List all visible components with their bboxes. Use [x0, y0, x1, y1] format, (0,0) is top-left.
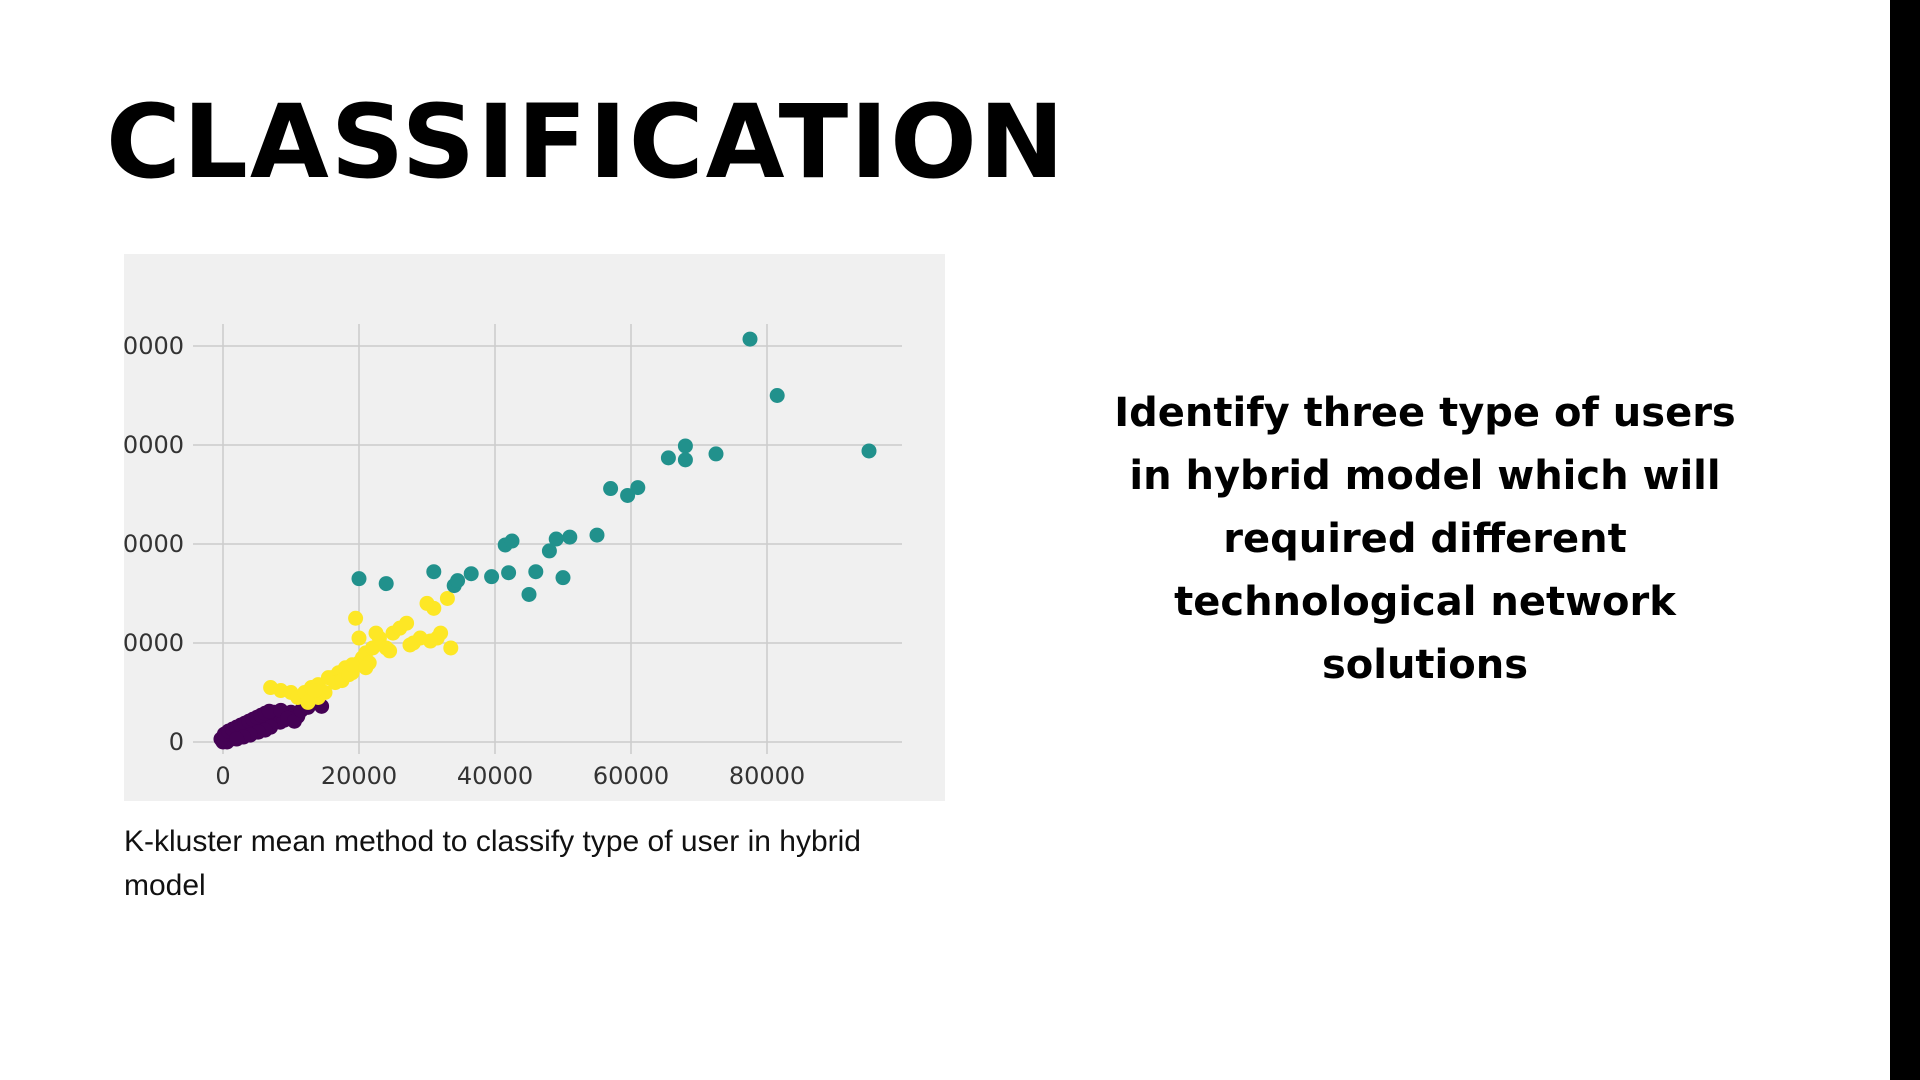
scatter-point: [708, 446, 724, 462]
scatter-point: [368, 625, 384, 641]
y-tick-label: 0: [169, 728, 184, 756]
scatter-point: [555, 570, 571, 586]
scatter-point: [677, 452, 693, 468]
x-tick-label: 80000: [729, 762, 805, 790]
x-tick-label: 40000: [457, 762, 533, 790]
scatter-point: [433, 625, 449, 641]
scatter-point: [300, 694, 316, 710]
scatter-point: [382, 643, 398, 659]
scatter-point: [351, 630, 367, 646]
scatter-point: [229, 731, 245, 747]
scatter-point: [562, 529, 578, 545]
x-tick-label: 0: [215, 762, 230, 790]
slide-description: Identify three type of users in hybrid m…: [1114, 390, 1736, 688]
scatter-point: [589, 527, 605, 543]
grid-lines: [193, 324, 902, 754]
scatter-point: [351, 571, 367, 587]
scatter-point: [426, 564, 442, 580]
data-points: [213, 331, 877, 750]
scatter-chart: 0 20000 40000 60000 80000 0 0000 0000 0000 0000: [124, 254, 945, 801]
scatter-point: [660, 450, 676, 466]
scatter-point: [463, 566, 479, 582]
scatter-point: [286, 713, 302, 729]
y-tick-label: 0000: [124, 530, 184, 558]
scatter-point: [620, 487, 636, 503]
scatter-point: [399, 615, 415, 631]
y-tick-label: 0000: [124, 332, 184, 360]
scatter-point: [630, 480, 646, 496]
scatter-point: [443, 640, 459, 656]
scatter-point: [603, 481, 619, 497]
scatter-point: [402, 637, 418, 653]
scatter-point: [484, 569, 500, 585]
scatter-point: [521, 586, 537, 602]
scatter-point: [307, 683, 323, 699]
scatter-point: [439, 590, 455, 606]
right-edge-bar: [1890, 0, 1920, 1080]
y-tick-label: 0000: [124, 431, 184, 459]
scatter-point: [358, 660, 374, 676]
scatter-point: [344, 657, 360, 673]
scatter-point: [541, 543, 557, 559]
scatter-point: [861, 443, 877, 459]
scatter-point: [426, 600, 442, 616]
scatter-point: [742, 331, 758, 347]
y-tick-label: 0000: [124, 629, 184, 657]
scatter-point: [422, 633, 438, 649]
scatter-point: [677, 438, 693, 454]
scatter-point: [504, 533, 520, 549]
chart-caption: K-kluster mean method to classify type o…: [124, 825, 861, 902]
slide-title: CLASSIFICATION: [106, 83, 1067, 202]
scatter-point: [528, 564, 544, 580]
scatter-point: [548, 531, 564, 547]
scatter-point: [378, 576, 394, 592]
scatter-point: [348, 610, 364, 626]
x-tick-label: 20000: [321, 762, 397, 790]
x-tick-label: 60000: [593, 762, 669, 790]
scatter-point: [501, 565, 517, 581]
scatter-point: [261, 703, 277, 719]
scatter-point: [450, 573, 466, 589]
scatter-point: [769, 388, 785, 403]
